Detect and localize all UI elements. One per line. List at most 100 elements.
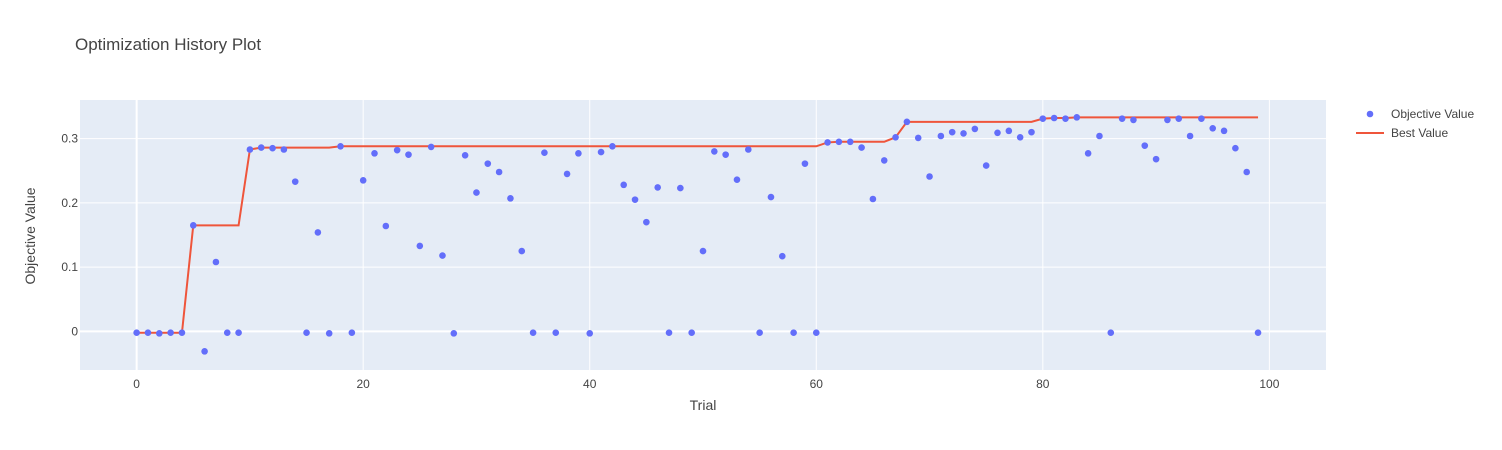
- objective-value-point[interactable]: [835, 138, 843, 146]
- legend-item-objective-value[interactable]: Objective Value: [1366, 107, 1475, 121]
- objective-value-point[interactable]: [1096, 132, 1103, 140]
- objective-value-point[interactable]: [1107, 329, 1115, 337]
- objective-value-point[interactable]: [393, 146, 401, 154]
- objective-value-point[interactable]: [405, 151, 412, 158]
- objective-value-point[interactable]: [1220, 127, 1228, 135]
- objective-value-point[interactable]: [711, 148, 718, 155]
- objective-value-point[interactable]: [178, 329, 186, 337]
- objective-value-point[interactable]: [201, 348, 208, 355]
- objective-value-point[interactable]: [235, 329, 242, 337]
- objective-value-point[interactable]: [1243, 168, 1251, 176]
- objective-value-point[interactable]: [846, 138, 854, 146]
- objective-value-point[interactable]: [212, 258, 220, 266]
- objective-value-point[interactable]: [1118, 115, 1126, 122]
- objective-value-point[interactable]: [563, 170, 571, 178]
- objective-value-point[interactable]: [688, 329, 695, 337]
- objective-value-point[interactable]: [1198, 115, 1205, 122]
- objective-value-point[interactable]: [257, 144, 265, 151]
- objective-value-point[interactable]: [223, 329, 231, 337]
- objective-value-point[interactable]: [167, 329, 174, 337]
- objective-value-point[interactable]: [314, 229, 322, 236]
- objective-value-point[interactable]: [1016, 133, 1024, 141]
- objective-value-point[interactable]: [960, 130, 967, 137]
- objective-value-point[interactable]: [982, 162, 990, 169]
- objective-value-point[interactable]: [722, 151, 729, 158]
- objective-value-point[interactable]: [359, 177, 367, 184]
- objective-value-point[interactable]: [677, 184, 684, 192]
- objective-value-point[interactable]: [291, 178, 299, 185]
- objective-value-point[interactable]: [892, 133, 899, 141]
- objective-value-point[interactable]: [1028, 128, 1035, 136]
- objective-value-point[interactable]: [631, 196, 639, 203]
- objective-value-point[interactable]: [665, 329, 673, 337]
- objective-value-point[interactable]: [733, 176, 741, 184]
- objective-value-point[interactable]: [1254, 329, 1262, 337]
- objective-value-point[interactable]: [269, 144, 276, 152]
- objective-value-point[interactable]: [756, 329, 763, 337]
- objective-value-point[interactable]: [427, 143, 435, 151]
- objective-value-point[interactable]: [1141, 142, 1149, 149]
- objective-value-point[interactable]: [858, 144, 865, 151]
- objective-value-point[interactable]: [971, 125, 979, 133]
- objective-value-point[interactable]: [1209, 124, 1217, 132]
- objective-value-point[interactable]: [1005, 127, 1013, 135]
- objective-value-point[interactable]: [801, 160, 809, 167]
- objective-value-point[interactable]: [903, 118, 911, 126]
- objective-value-point[interactable]: [1175, 115, 1183, 122]
- objective-value-point[interactable]: [155, 330, 163, 337]
- objective-value-point[interactable]: [1186, 132, 1194, 140]
- objective-value-point[interactable]: [1084, 150, 1092, 157]
- objective-value-point[interactable]: [325, 330, 333, 337]
- objective-value-point[interactable]: [439, 252, 446, 259]
- objective-value-point[interactable]: [767, 193, 775, 201]
- objective-value-point[interactable]: [994, 129, 1001, 137]
- objective-value-point[interactable]: [948, 128, 956, 136]
- objective-value-point[interactable]: [337, 142, 344, 150]
- objective-value-point[interactable]: [609, 142, 616, 150]
- objective-value-point[interactable]: [575, 150, 582, 157]
- objective-value-point[interactable]: [914, 134, 922, 142]
- objective-value-point[interactable]: [778, 252, 786, 260]
- objective-value-point[interactable]: [371, 150, 378, 157]
- objective-value-point[interactable]: [597, 148, 605, 156]
- legend-item-best-value[interactable]: Best Value: [1356, 126, 1448, 140]
- objective-value-point[interactable]: [144, 329, 152, 337]
- objective-value-point[interactable]: [507, 195, 514, 202]
- objective-value-point[interactable]: [869, 195, 877, 203]
- objective-value-point[interactable]: [937, 132, 945, 140]
- objective-value-point[interactable]: [699, 247, 707, 255]
- objective-value-point[interactable]: [926, 173, 933, 180]
- objective-value-point[interactable]: [189, 222, 197, 229]
- objective-value-point[interactable]: [416, 242, 424, 250]
- objective-value-point[interactable]: [473, 189, 480, 196]
- objective-value-point[interactable]: [382, 222, 390, 230]
- objective-value-point[interactable]: [495, 168, 503, 176]
- objective-value-point[interactable]: [450, 330, 458, 337]
- objective-value-point[interactable]: [745, 146, 752, 153]
- objective-value-point[interactable]: [586, 330, 594, 337]
- objective-value-point[interactable]: [1073, 114, 1081, 121]
- objective-value-point[interactable]: [518, 247, 526, 255]
- objective-value-point[interactable]: [1062, 115, 1069, 122]
- objective-value-point[interactable]: [529, 329, 537, 337]
- objective-value-point[interactable]: [280, 146, 288, 153]
- objective-value-point[interactable]: [552, 329, 560, 337]
- objective-value-point[interactable]: [790, 329, 797, 337]
- objective-value-point[interactable]: [541, 149, 548, 157]
- objective-value-point[interactable]: [133, 329, 140, 337]
- objective-value-point[interactable]: [643, 218, 650, 226]
- objective-value-point[interactable]: [348, 329, 356, 337]
- objective-value-point[interactable]: [880, 157, 888, 164]
- objective-value-point[interactable]: [1039, 115, 1047, 122]
- objective-value-point[interactable]: [620, 181, 628, 189]
- objective-value-point[interactable]: [1232, 144, 1239, 152]
- legend[interactable]: Objective Value Best Value: [1356, 107, 1474, 140]
- objective-value-point[interactable]: [1164, 116, 1171, 124]
- objective-value-point[interactable]: [246, 146, 254, 153]
- objective-value-point[interactable]: [1152, 155, 1160, 163]
- objective-value-point[interactable]: [461, 151, 469, 159]
- objective-value-point[interactable]: [1130, 116, 1137, 124]
- objective-value-point[interactable]: [484, 160, 492, 167]
- objective-value-point[interactable]: [824, 139, 831, 146]
- objective-value-point[interactable]: [654, 184, 661, 191]
